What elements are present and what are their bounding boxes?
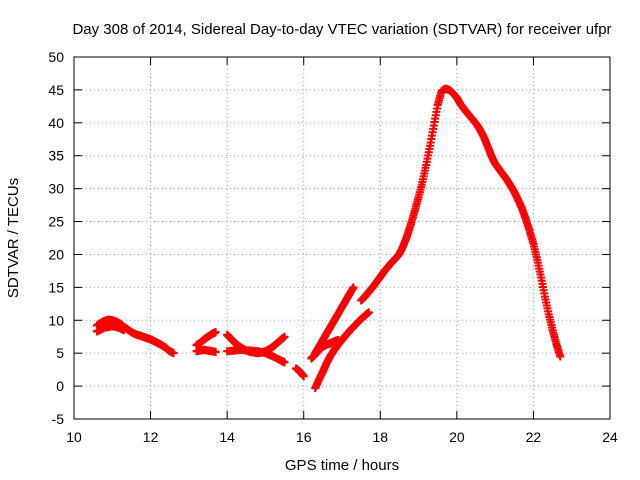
y-axis-ticks: -5 0 5 10 15 20 25 30 35 40 45 50 xyxy=(48,49,610,427)
y-tick-label: 25 xyxy=(48,214,64,230)
series-9 xyxy=(311,308,373,393)
data-point xyxy=(280,358,289,367)
series-11 xyxy=(357,84,565,361)
y-tick-label: -5 xyxy=(52,411,65,427)
x-tick-label: 22 xyxy=(526,429,542,445)
data-point xyxy=(299,372,308,381)
series-2 xyxy=(92,322,128,336)
y-tick-label: 40 xyxy=(48,115,64,131)
data-point xyxy=(556,352,565,361)
x-tick-label: 20 xyxy=(449,429,465,445)
y-tick-label: 15 xyxy=(48,279,64,295)
y-tick-label: 35 xyxy=(48,148,64,164)
x-tick-label: 12 xyxy=(143,429,159,445)
data-point xyxy=(334,336,343,345)
series-6 xyxy=(223,345,289,367)
x-axis-ticks: 10 12 14 16 18 20 22 24 xyxy=(66,57,618,445)
data-point xyxy=(349,283,358,292)
data-point xyxy=(169,349,178,358)
series-10 xyxy=(307,336,343,363)
chart-title: Day 308 of 2014, Sidereal Day-to-day VTE… xyxy=(72,21,611,38)
series-4 xyxy=(192,345,220,356)
y-tick-label: 5 xyxy=(56,345,64,361)
data-point xyxy=(364,308,373,317)
data-points xyxy=(92,84,565,393)
plot-frame xyxy=(73,56,611,420)
grid-lines xyxy=(74,57,610,419)
series-3 xyxy=(192,328,220,350)
x-tick-label: 16 xyxy=(296,429,312,445)
x-axis-label: GPS time / hours xyxy=(285,457,399,474)
x-tick-label: 14 xyxy=(219,429,235,445)
data-point xyxy=(211,347,220,356)
y-tick-label: 30 xyxy=(48,181,64,197)
series-7 xyxy=(292,364,308,381)
y-tick-label: 20 xyxy=(48,246,64,262)
data-point xyxy=(211,328,220,337)
series-1 xyxy=(92,315,178,358)
y-tick-label: 45 xyxy=(48,82,64,98)
y-tick-label: 10 xyxy=(48,312,64,328)
x-tick-label: 24 xyxy=(602,429,618,445)
y-tick-label: 50 xyxy=(48,49,64,65)
x-tick-label: 18 xyxy=(372,429,388,445)
series-8 xyxy=(311,283,358,358)
y-axis-label: SDTVAR / TECUs xyxy=(5,178,22,298)
data-point xyxy=(119,326,128,335)
data-point xyxy=(280,332,289,341)
x-tick-label: 10 xyxy=(66,429,82,445)
y-tick-label: 0 xyxy=(56,378,64,394)
